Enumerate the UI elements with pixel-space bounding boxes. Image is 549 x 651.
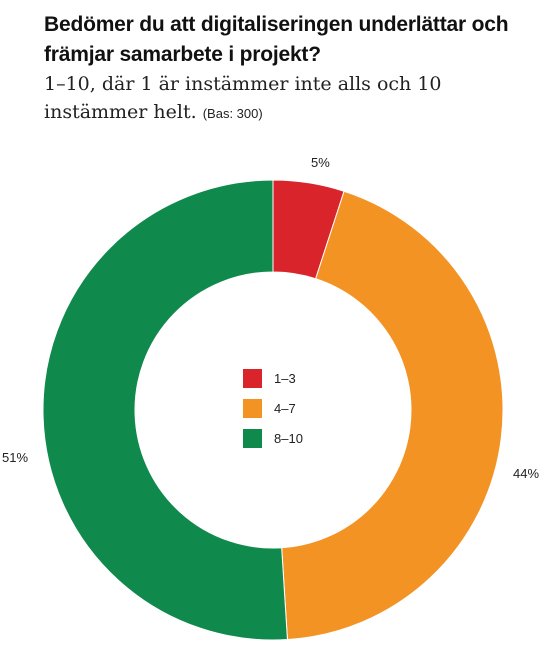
chart-subtitle: 1–10, där 1 är instämmer inte alls och 1…	[44, 70, 514, 128]
donut-slice-4-7	[281, 190, 504, 641]
legend-label-4-7: 4–7	[274, 400, 296, 416]
legend-swatch-8-10	[243, 428, 262, 448]
legend-swatch-4-7	[243, 398, 262, 418]
chart-title: Bedömer du att digitaliseringen underlät…	[44, 13, 509, 66]
data-label-4-7: 44%	[513, 466, 540, 481]
subtitle-text: 1–10, där 1 är instämmer inte alls och 1…	[44, 73, 442, 123]
data-label-8-10: 51%	[2, 450, 29, 465]
legend-item-8-10: 8–10	[243, 428, 303, 448]
legend-swatch-1-3	[243, 368, 262, 388]
legend: 1–3 4–7 8–10	[243, 368, 303, 458]
legend-item-1-3: 1–3	[243, 368, 303, 388]
legend-item-4-7: 4–7	[243, 398, 303, 418]
base-note: (Bas: 300)	[202, 106, 263, 121]
data-label-1-3: 5%	[311, 155, 330, 170]
legend-label-1-3: 1–3	[274, 370, 296, 386]
donut-slice-8-10	[42, 179, 288, 641]
legend-label-8-10: 8–10	[274, 430, 303, 446]
